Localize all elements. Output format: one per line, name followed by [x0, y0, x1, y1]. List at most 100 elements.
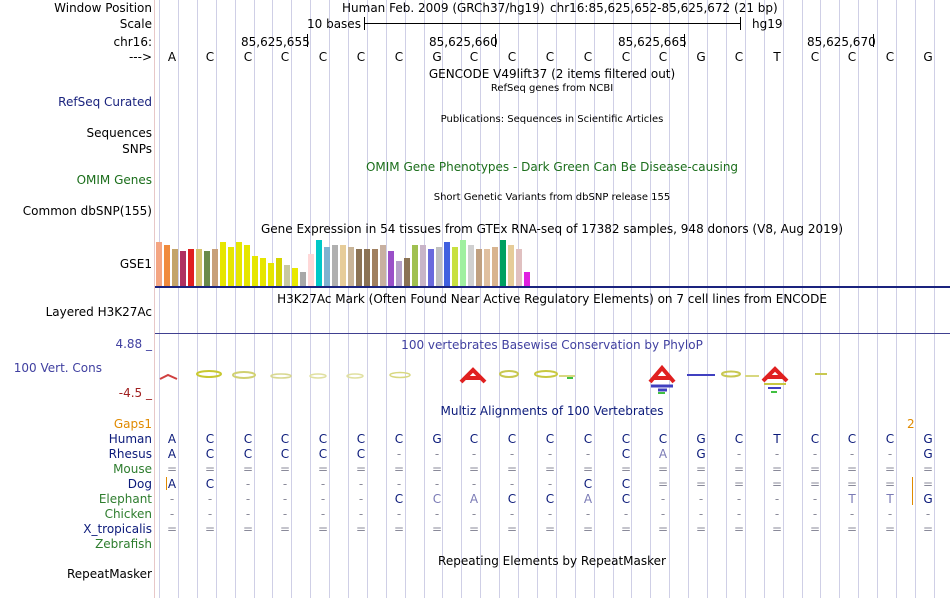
refseq-track-label[interactable]: RefSeq Curated [58, 95, 152, 109]
species-label[interactable]: Zebrafish [95, 537, 152, 551]
alignment-cell: - [585, 507, 591, 521]
gridline [613, 0, 614, 598]
gtex-tissue-bar[interactable] [420, 245, 426, 286]
species-label[interactable]: X_tropicalis [83, 522, 152, 536]
alignment-cell: - [358, 492, 364, 506]
gtex-tissue-bar[interactable] [172, 249, 178, 286]
gtex-tissue-bar[interactable] [508, 245, 514, 286]
alignment-cell: - [282, 492, 288, 506]
alignment-cell: - [698, 492, 704, 506]
alignment-cell: C [545, 492, 555, 506]
gtex-tissue-bar[interactable] [484, 249, 490, 286]
window-position-label: Window Position [54, 1, 152, 15]
species-label[interactable]: Rhesus [108, 447, 152, 461]
gap-marker-elephant [912, 477, 913, 505]
gtex-tissue-bar[interactable] [404, 258, 410, 286]
alignment-cell: = [846, 522, 858, 536]
coord-tick-3: 85,625,665 [618, 35, 687, 49]
gtex-tissue-bar[interactable] [196, 249, 202, 286]
snps-track-label[interactable]: SNPs [122, 142, 152, 156]
coord-tick-mark-4 [873, 34, 874, 47]
gridline [650, 0, 651, 598]
alignment-cell: C [356, 447, 366, 461]
alignment-cell: = [506, 462, 518, 476]
gtex-tissue-bar[interactable] [476, 249, 482, 286]
gtex-bar-graph[interactable] [155, 238, 535, 286]
alignment-cell: - [812, 492, 818, 506]
gtex-tissue-bar[interactable] [524, 272, 530, 286]
alignment-cell: = [922, 522, 934, 536]
gtex-tissue-bar[interactable] [220, 242, 226, 286]
alignment-cell: T [848, 492, 856, 506]
base-letter: C [621, 50, 631, 64]
gtex-tissue-bar[interactable] [156, 242, 162, 286]
alignment-cell: = [317, 462, 329, 476]
gtex-tissue-bar[interactable] [268, 263, 274, 286]
gtex-tissue-bar[interactable] [436, 247, 442, 286]
gtex-tissue-bar[interactable] [236, 242, 242, 286]
gtex-tissue-bar[interactable] [428, 249, 434, 286]
gtex-tissue-bar[interactable] [284, 265, 290, 286]
gtex-tissue-bar[interactable] [308, 254, 314, 286]
alignment-cell: = [393, 462, 405, 476]
gtex-tissue-bar[interactable] [364, 249, 370, 286]
alignment-cell: = [355, 522, 367, 536]
base-letter: C [243, 50, 253, 64]
dbsnp-track-label[interactable]: Common dbSNP(155) [22, 204, 152, 218]
phylop-track-label[interactable]: 100 Vert. Cons [13, 361, 102, 375]
species-label[interactable]: Dog [127, 477, 152, 491]
h3k27ac-track-label[interactable]: Layered H3K27Ac [45, 305, 152, 319]
gtex-tissue-bar[interactable] [316, 240, 322, 286]
gtex-tissue-bar[interactable] [516, 249, 522, 286]
gtex-tissue-bar[interactable] [188, 249, 194, 286]
gtex-tissue-bar[interactable] [244, 245, 250, 286]
gtex-tissue-bar[interactable] [452, 247, 458, 286]
gtex-tissue-bar[interactable] [300, 272, 306, 286]
alignment-cell: A [583, 492, 593, 506]
alignment-cell: - [169, 507, 175, 521]
gtex-tissue-bar[interactable] [388, 251, 394, 286]
gtex-tissue-bar[interactable] [260, 258, 266, 286]
species-label[interactable]: Elephant [98, 492, 152, 506]
base-letter: C [810, 50, 820, 64]
gtex-track-label[interactable]: GSE1 [119, 257, 152, 271]
gtex-tissue-bar[interactable] [180, 251, 186, 286]
base-letter: C [658, 50, 668, 64]
gtex-tissue-bar[interactable] [460, 240, 466, 286]
species-label[interactable]: Chicken [104, 507, 152, 521]
gtex-tissue-bar[interactable] [492, 247, 498, 286]
repeatmasker-track-label[interactable]: RepeatMasker [66, 567, 152, 581]
gtex-tissue-bar[interactable] [212, 249, 218, 286]
alignment-cell: = [922, 462, 934, 476]
alignment-cell: - [736, 447, 742, 461]
gridline [235, 0, 236, 598]
species-label[interactable]: Mouse [113, 462, 152, 476]
alignment-cell: = [468, 462, 480, 476]
gtex-tissue-bar[interactable] [348, 247, 354, 286]
alignment-cell: = [204, 522, 216, 536]
gtex-tissue-bar[interactable] [252, 256, 258, 286]
gtex-tissue-bar[interactable] [500, 240, 506, 286]
gtex-tissue-bar[interactable] [380, 245, 386, 286]
gtex-tissue-bar[interactable] [468, 245, 474, 286]
gtex-tissue-bar[interactable] [412, 245, 418, 286]
species-label[interactable]: Human [108, 432, 152, 446]
sequences-track-label[interactable]: Sequences [86, 126, 152, 140]
gtex-tissue-bar[interactable] [164, 245, 170, 286]
gtex-tissue-bar[interactable] [204, 251, 210, 286]
gtex-tissue-bar[interactable] [228, 247, 234, 286]
gtex-tissue-bar[interactable] [332, 245, 338, 286]
omim-track-label[interactable]: OMIM Genes [76, 173, 152, 187]
gtex-tissue-bar[interactable] [292, 268, 298, 286]
gtex-tissue-bar[interactable] [340, 245, 346, 286]
alignment-cell: - [320, 507, 326, 521]
gtex-tissue-bar[interactable] [372, 249, 378, 286]
gtex-tissue-bar[interactable] [356, 249, 362, 286]
alignment-cell: - [245, 477, 251, 491]
gtex-tissue-bar[interactable] [444, 242, 450, 286]
gtex-tissue-bar[interactable] [396, 261, 402, 286]
alignment-cell: - [812, 447, 818, 461]
gtex-tissue-bar[interactable] [276, 258, 282, 286]
gtex-tissue-bar[interactable] [324, 247, 330, 286]
alignment-cell: - [434, 477, 440, 491]
